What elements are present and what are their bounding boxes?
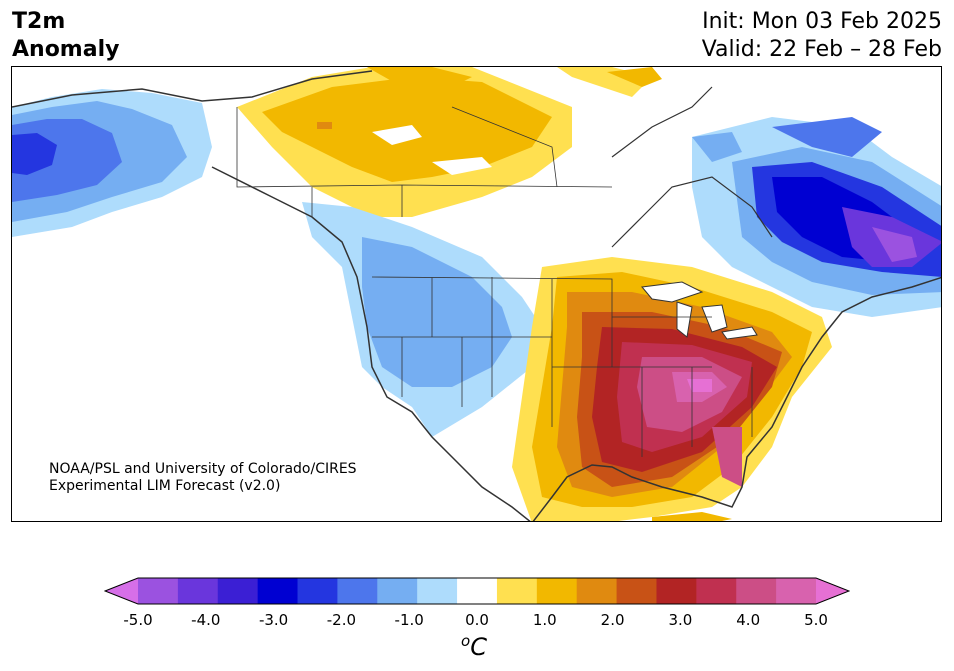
colorbar-tick-label: 3.0 [668, 611, 693, 629]
colorbar-tick-label: 2.0 [600, 611, 625, 629]
colorbar-bin [776, 578, 817, 604]
colorbar-bin [696, 578, 737, 604]
colorbar-bin [297, 578, 338, 604]
colorbar-bin [217, 578, 259, 604]
colorbar-bin [576, 578, 618, 604]
colorbar-bin [377, 578, 418, 604]
anomaly-label: Anomaly [12, 37, 120, 62]
colorbar-bin [496, 578, 538, 604]
valid-date: Valid: 22 Feb – 28 Feb [701, 37, 942, 62]
colorbar-bin [736, 578, 777, 604]
credit-line-2: Experimental LIM Forecast (v2.0) [49, 478, 281, 494]
colorbar [104, 577, 850, 605]
colorbar-bin [616, 578, 657, 604]
variable-label: T2m [12, 9, 66, 34]
map-title: T2m Anomaly [12, 8, 119, 64]
colorbar-tick-label: 1.0 [532, 611, 557, 629]
colorbar-tick-label: -1.0 [394, 611, 424, 629]
colorbar-tick-label: 0.0 [465, 611, 489, 629]
colorbar-bin [177, 578, 219, 604]
colorbar-tick-label: 5.0 [804, 611, 828, 629]
colorbar-tick-label: -5.0 [123, 611, 153, 629]
colorbar-extend-low [105, 578, 138, 604]
anomaly-map [11, 66, 942, 522]
colorbar-bin [417, 578, 458, 604]
colorbar-tick-label: -3.0 [258, 611, 289, 629]
unit-letter: C [470, 633, 487, 661]
unit-degree: o [461, 632, 471, 650]
colorbar-bin [656, 578, 697, 604]
colorbar-tick-label: -2.0 [326, 611, 357, 629]
colorbar-unit: oC [461, 632, 487, 661]
north-america-map-icon [12, 67, 941, 521]
colorbar-tick-label: 4.0 [736, 611, 761, 629]
colorbar-bin [536, 578, 578, 604]
colorbar-bin [257, 578, 299, 604]
credit-text: NOAA/PSL and University of Colorado/CIRE… [49, 461, 357, 495]
colorbar-outline [104, 577, 850, 605]
colorbar-bin [457, 578, 498, 604]
forecast-dates: Init: Mon 03 Feb 2025 Valid: 22 Feb – 28… [702, 8, 942, 64]
colorbar-tick-label: -4.0 [191, 611, 221, 629]
credit-line-1: NOAA/PSL and University of Colorado/CIRE… [49, 461, 357, 477]
colorbar-ticks: -5.0 -4.0 -3.0 -2.0 -1.0 0.0 1.0 2.0 3.0 4.0 5.0 [0, 611, 954, 631]
init-date: Init: Mon 03 Feb 2025 [702, 9, 942, 34]
colorbar-bin [138, 578, 179, 604]
colorbar-bin [337, 578, 378, 604]
colorbar-extend-high [816, 578, 849, 604]
